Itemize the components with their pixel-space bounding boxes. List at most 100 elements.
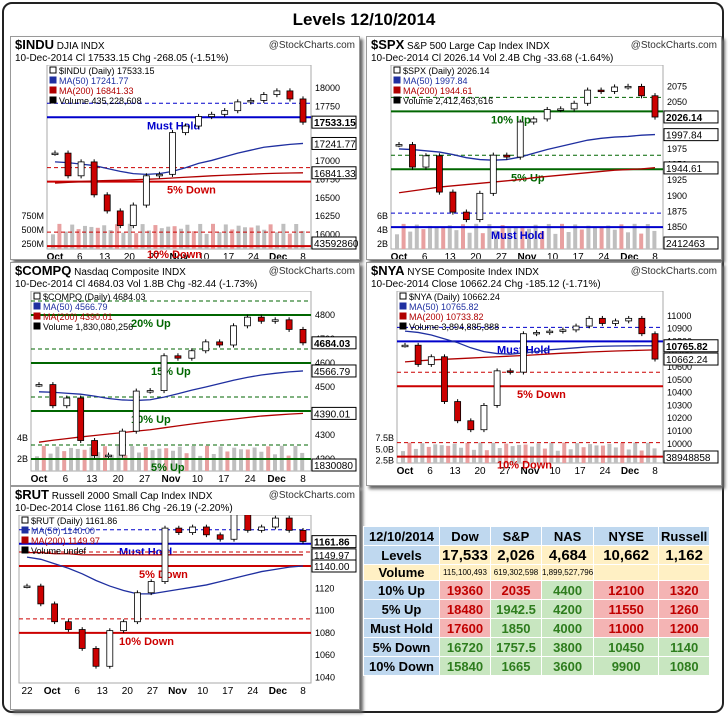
x-tick-label: Dec <box>269 252 288 259</box>
chart-panel-compq: $COMPQ Nasdaq Composite INDX @StockCharts… <box>10 262 360 486</box>
x-tick-label: 8 <box>652 466 658 477</box>
table-cell <box>593 564 660 581</box>
volume-bar <box>613 447 618 463</box>
x-tick-label: 10 <box>198 252 210 259</box>
table-cell <box>658 564 711 581</box>
volume-bar <box>606 225 611 249</box>
candle <box>91 440 98 457</box>
candle <box>90 161 98 196</box>
row-label: 5% Up <box>363 599 440 619</box>
legend-swatch <box>49 66 57 74</box>
volume-bar <box>245 449 250 471</box>
volume-tick-label: 4B <box>377 225 388 235</box>
legend-swatch <box>399 322 407 330</box>
volume-bar <box>184 453 189 471</box>
x-tick-label: 20 <box>113 474 125 485</box>
candle <box>516 121 524 158</box>
volume-bar <box>620 443 625 463</box>
volume-bar <box>536 443 541 463</box>
chart-panel-spx: $SPX S&P 500 Large Cap Index INDX @StockC… <box>366 36 722 260</box>
volume-bar <box>401 223 406 249</box>
table-cell: 619,302,598 <box>490 564 542 581</box>
price-box-label: 2026.14 <box>666 113 703 124</box>
x-tick-label: 10 <box>549 466 561 477</box>
volume-bar <box>420 443 425 463</box>
volume-bar <box>89 226 94 249</box>
volume-bar <box>497 448 502 463</box>
x-tick-label: 6 <box>77 252 83 259</box>
volume-bar <box>294 224 299 249</box>
volume-bar <box>520 226 525 249</box>
table-cell: 17600 <box>439 618 491 638</box>
x-tick-label: 13 <box>449 466 461 477</box>
level-label: Must Hold <box>119 547 172 559</box>
legend-swatch <box>399 312 407 320</box>
row-label: Volume <box>363 564 440 581</box>
chart-panel-indu: $INDU DJIA INDX @StockCharts.com 10-Dec-20… <box>10 36 360 260</box>
volume-tick-label: 2B <box>17 454 28 464</box>
panel-title: $COMPQ Nasdaq Composite INDX <box>15 263 186 278</box>
x-tick-label: 20 <box>122 686 134 697</box>
level-label: 10% Up <box>491 114 531 126</box>
volume-bar <box>414 224 419 249</box>
volume-bar <box>407 442 412 463</box>
x-tick-label: 13 <box>99 252 111 259</box>
copyright-label: @StockCharts.com <box>630 40 717 51</box>
level-label: 20% Up <box>131 318 171 330</box>
legend-swatch <box>33 302 41 310</box>
volume-bar <box>171 450 175 471</box>
volume-bar <box>510 446 515 463</box>
y-tick-label: 1975 <box>667 144 687 154</box>
legend-swatch <box>33 312 41 320</box>
volume-bar <box>586 225 591 249</box>
x-tick-label: 17 <box>574 466 586 477</box>
candle <box>77 397 85 441</box>
table-cell: 19360 <box>439 580 491 600</box>
volume-bar <box>573 224 578 249</box>
candle <box>454 401 462 422</box>
volume-bar <box>395 234 399 249</box>
legend-entry: MA(200) 4390.01 <box>43 312 113 322</box>
copyright-label: @StockCharts.com <box>268 266 355 277</box>
volume-bar <box>140 224 145 249</box>
y-tick-label: 4500 <box>315 382 335 392</box>
volume-bar <box>275 232 279 249</box>
level-label: 5% Down <box>167 185 216 197</box>
x-tick-label: Nov <box>168 686 187 697</box>
legend-entry: Volume 1,830,080,256 <box>43 322 133 332</box>
volume-bar <box>137 452 141 471</box>
candle <box>78 629 86 649</box>
candle <box>230 325 237 346</box>
volume-bar <box>513 226 518 249</box>
candle <box>146 390 154 393</box>
y-tick-label: 10500 <box>667 375 692 385</box>
volume-bar <box>115 224 119 249</box>
volume-bar <box>166 226 171 249</box>
volume-bar <box>575 443 580 463</box>
volume-bar <box>434 226 439 249</box>
table-cell: 2,026 <box>490 545 542 565</box>
volume-bar <box>593 227 597 249</box>
table-row: 5% Down 16720 1757.5 3800 10450 1140 <box>363 637 711 657</box>
price-box-label: 17533.15 <box>314 118 356 129</box>
price-box <box>663 352 719 366</box>
volume-bar <box>447 225 452 249</box>
volume-bar <box>108 230 113 249</box>
candle <box>37 585 45 605</box>
volume-bar <box>533 224 538 249</box>
volume-bar <box>579 229 584 249</box>
price-box-label: 4684.03 <box>314 339 351 350</box>
x-tick-label: Dec <box>621 466 640 477</box>
price-box-label: 1161.86 <box>314 538 350 549</box>
volume-bar <box>546 223 551 249</box>
x-tick-label: 6 <box>74 686 80 697</box>
candle <box>462 211 470 221</box>
level-label: 5% Down <box>517 389 566 401</box>
ma50-line <box>26 556 304 595</box>
volume-bar <box>198 455 203 471</box>
x-tick-label: 6 <box>427 466 433 477</box>
x-tick-label: Oct <box>391 252 408 259</box>
volume-bar <box>480 233 485 249</box>
table-cell: 1260 <box>658 599 711 619</box>
price-box <box>663 236 719 250</box>
